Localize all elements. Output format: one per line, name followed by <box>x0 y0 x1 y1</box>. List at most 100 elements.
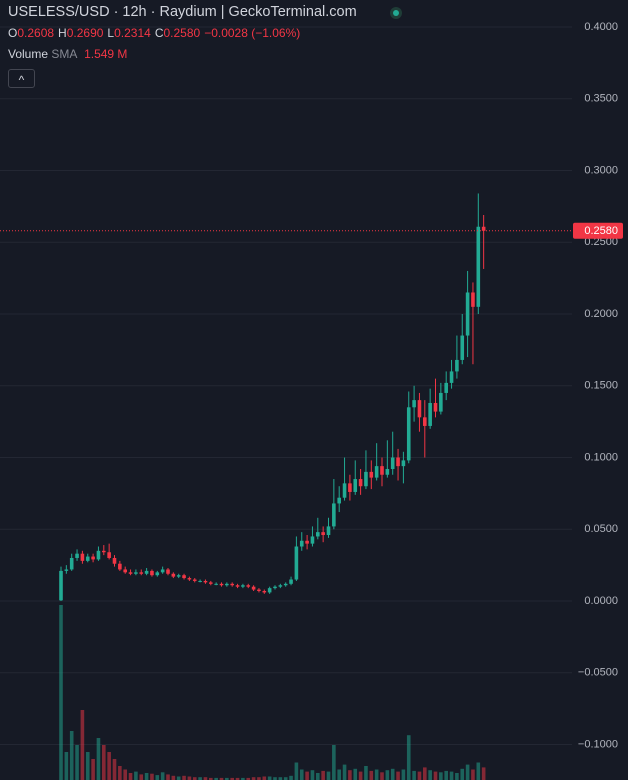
candle-body <box>332 503 336 527</box>
ohlc-key: L <box>107 26 115 40</box>
candle-body <box>321 532 325 536</box>
y-tick-label: 0.1500 <box>584 380 618 392</box>
candle-body <box>316 532 320 537</box>
candle-body <box>390 457 395 470</box>
candle-body <box>455 359 459 372</box>
volume-bar <box>374 769 379 780</box>
volume-bar <box>171 775 176 780</box>
volume-bar <box>310 770 315 780</box>
volume-bar <box>444 770 448 780</box>
candle-body <box>187 578 192 580</box>
ohlc-value: 0.2690 <box>66 26 104 40</box>
volume-bar <box>102 745 106 780</box>
volume-bar <box>406 735 411 780</box>
candle-body <box>471 292 475 307</box>
volume-bar <box>225 777 229 780</box>
candle-body <box>85 556 90 561</box>
candle-body <box>246 585 251 587</box>
collapse-button[interactable]: ^ <box>8 69 35 88</box>
y-tick-label: −0.0500 <box>578 667 618 679</box>
ohlc-key: H <box>58 26 67 40</box>
candle-body <box>369 471 374 478</box>
volume-bar <box>235 777 240 780</box>
volume-bar <box>396 771 400 780</box>
candle-body <box>257 589 261 591</box>
y-tick-label: 0.3500 <box>584 93 618 105</box>
volume-bar <box>144 773 149 780</box>
volume-name: Volume <box>8 47 49 61</box>
candle-body <box>278 585 283 587</box>
volume-bar <box>439 772 443 780</box>
volume-bar <box>192 777 197 780</box>
volume-bar <box>417 771 422 780</box>
candle-body <box>118 563 122 570</box>
volume-bar <box>348 770 352 780</box>
ohlc-key: C <box>154 26 164 40</box>
candle-body <box>209 582 213 584</box>
candle-body <box>144 570 149 574</box>
volume-bar <box>166 774 170 780</box>
volume-bar <box>316 773 320 780</box>
candle-body <box>337 497 341 504</box>
volume-bar <box>262 776 267 780</box>
volume-bar <box>326 771 331 780</box>
volume-sma-value: 1.549 M <box>84 47 128 61</box>
candle-body <box>225 583 229 586</box>
candle-body <box>91 556 95 560</box>
volume-bar <box>246 777 251 780</box>
volume-bar <box>332 745 336 780</box>
volume-bar <box>423 767 427 780</box>
volume-bar <box>433 771 438 780</box>
volume-bar <box>75 745 79 780</box>
volume-bar <box>412 770 416 780</box>
candle-body <box>134 572 138 574</box>
volume-bar <box>219 777 224 780</box>
volume-bar <box>358 771 363 780</box>
volume-bar <box>278 777 283 780</box>
volume-bar <box>160 772 165 780</box>
candle-body <box>155 572 160 576</box>
candle-body <box>241 585 245 587</box>
candle-body <box>439 392 443 412</box>
candle-body <box>230 583 234 586</box>
volume-bar <box>85 752 90 780</box>
volume-bar <box>241 777 245 780</box>
candle-body <box>64 569 69 571</box>
volume-bar <box>257 777 261 780</box>
candle-body <box>374 466 379 478</box>
volume-pane <box>59 605 486 780</box>
volume-bar <box>273 777 277 780</box>
volume-bar <box>107 752 111 780</box>
volume-bar <box>364 766 368 780</box>
volume-bar <box>251 777 256 780</box>
volume-bar <box>455 773 459 780</box>
candle-body <box>342 483 347 498</box>
volume-bar <box>449 771 454 780</box>
volume-bar <box>112 759 117 780</box>
volume-bar <box>203 777 208 780</box>
candle-body <box>283 583 288 586</box>
volume-bar <box>59 605 63 780</box>
volume-bar <box>187 776 192 780</box>
volume-bar <box>80 710 85 780</box>
ohlc-legend: O0.2608 H0.2690 L0.2314 C0.2580 −0.0028 (−1.… <box>8 26 300 40</box>
volume-bar <box>150 773 154 780</box>
candle-body <box>150 570 154 576</box>
volume-bar <box>465 764 470 780</box>
volume-bar <box>176 776 181 780</box>
candle-body <box>128 572 133 574</box>
volume-bar <box>401 769 406 780</box>
volume-legend: Volume SMA 1.549 M <box>8 47 127 61</box>
y-tick-label: 0.2500 <box>584 236 618 248</box>
volume-bar <box>428 770 432 780</box>
candle-body <box>380 466 384 475</box>
candle-body <box>182 575 186 579</box>
volume-bar <box>96 738 101 780</box>
candle-body <box>310 536 315 544</box>
volume-bar <box>385 770 390 780</box>
volume-bar <box>139 774 144 780</box>
volume-bar <box>209 777 213 780</box>
volume-bar <box>342 764 347 780</box>
candle-body <box>364 471 368 487</box>
